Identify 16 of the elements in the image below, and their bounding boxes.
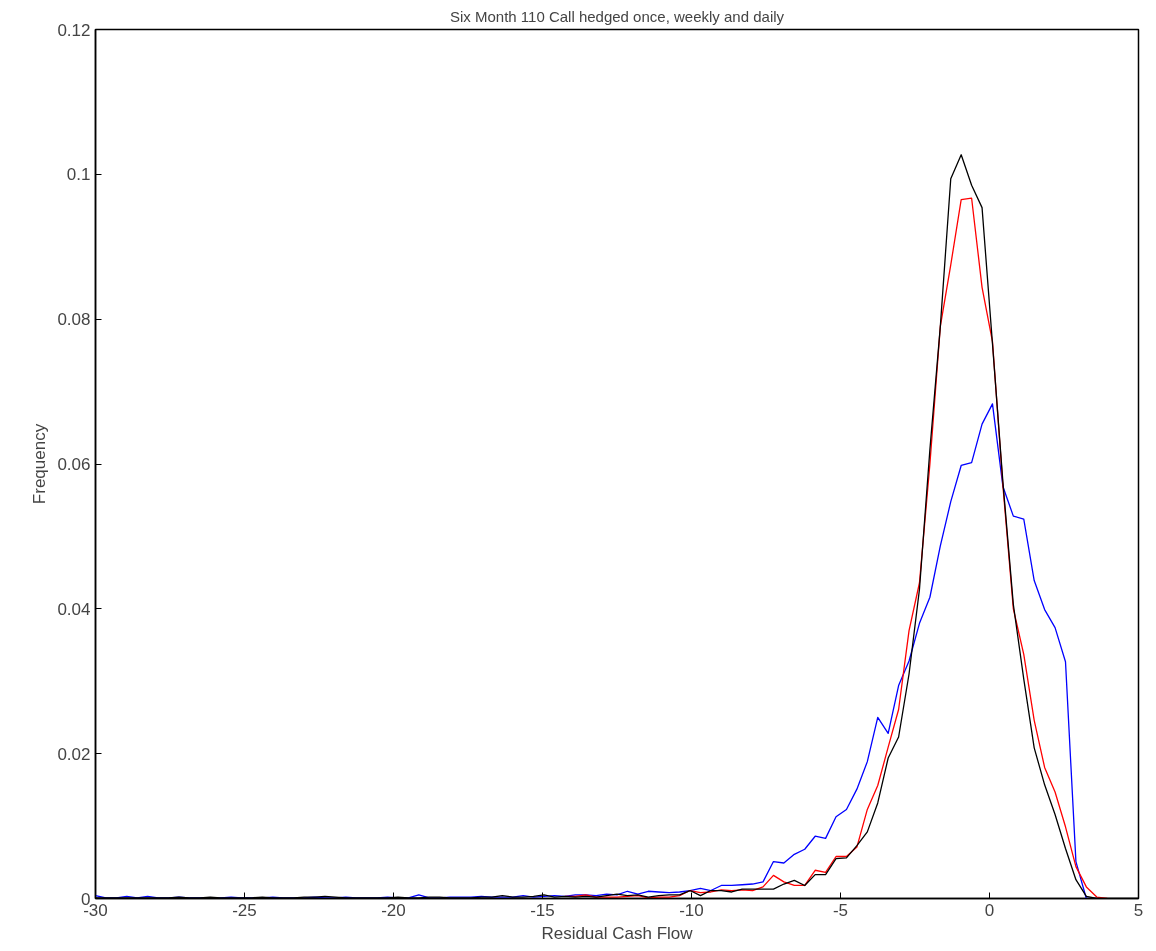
x-tick-label: -5 bbox=[832, 900, 849, 920]
y-tick-label: 0.06 bbox=[57, 455, 91, 474]
y-tick-label: 0.12 bbox=[57, 20, 91, 40]
x-axis-title: Residual Cash Flow bbox=[541, 923, 694, 943]
chart-title: Six Month 110 Call hedged once, weekly and daily bbox=[449, 7, 785, 25]
y-tick-label: 0.1 bbox=[66, 165, 91, 185]
y-tick-label: 0.02 bbox=[57, 744, 91, 764]
x-tick-label: -20 bbox=[381, 900, 406, 920]
x-tick-label: -25 bbox=[232, 900, 257, 920]
y-tick-label: 0.08 bbox=[57, 310, 91, 330]
y-axis-title: Frequency bbox=[30, 423, 50, 505]
x-tick-label: 5 bbox=[1133, 900, 1144, 920]
y-tick-label: 0.04 bbox=[57, 599, 91, 619]
x-tick-label: -15 bbox=[530, 900, 555, 920]
x-tick-label: -10 bbox=[679, 900, 704, 920]
x-tick-label: 0 bbox=[984, 900, 995, 920]
